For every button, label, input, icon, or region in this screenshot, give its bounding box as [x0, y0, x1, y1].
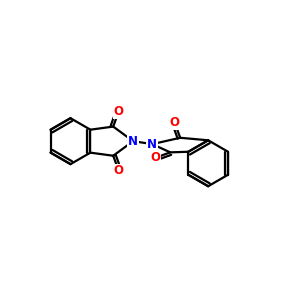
Text: O: O [114, 105, 124, 118]
Text: O: O [170, 116, 180, 129]
Text: N: N [147, 138, 157, 151]
Text: N: N [128, 135, 138, 148]
Text: O: O [150, 152, 160, 164]
Text: O: O [114, 164, 124, 178]
